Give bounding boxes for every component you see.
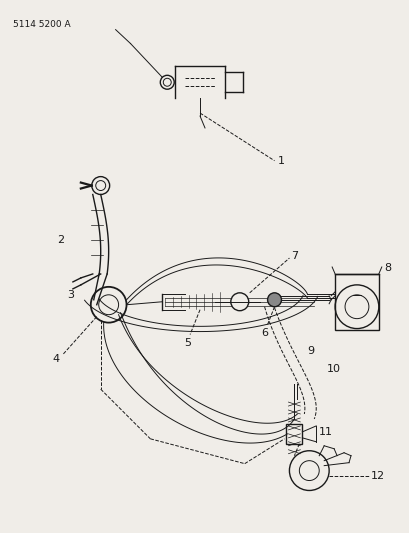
Text: 6: 6: [261, 328, 267, 337]
Circle shape: [230, 293, 248, 311]
Text: 11: 11: [319, 427, 333, 437]
Text: 5114 5200 A: 5114 5200 A: [13, 20, 71, 29]
Text: 8: 8: [383, 263, 390, 273]
Text: 9: 9: [307, 346, 314, 357]
Text: 1: 1: [277, 156, 284, 166]
Text: 5: 5: [184, 337, 191, 348]
Text: 3: 3: [67, 290, 74, 300]
Circle shape: [267, 293, 281, 306]
Text: 10: 10: [326, 364, 340, 374]
Text: 12: 12: [370, 471, 384, 481]
Bar: [286, 424, 301, 444]
Bar: [334, 274, 378, 329]
Text: 2: 2: [57, 235, 64, 245]
Text: 4: 4: [52, 354, 59, 365]
Text: 7: 7: [291, 251, 298, 261]
